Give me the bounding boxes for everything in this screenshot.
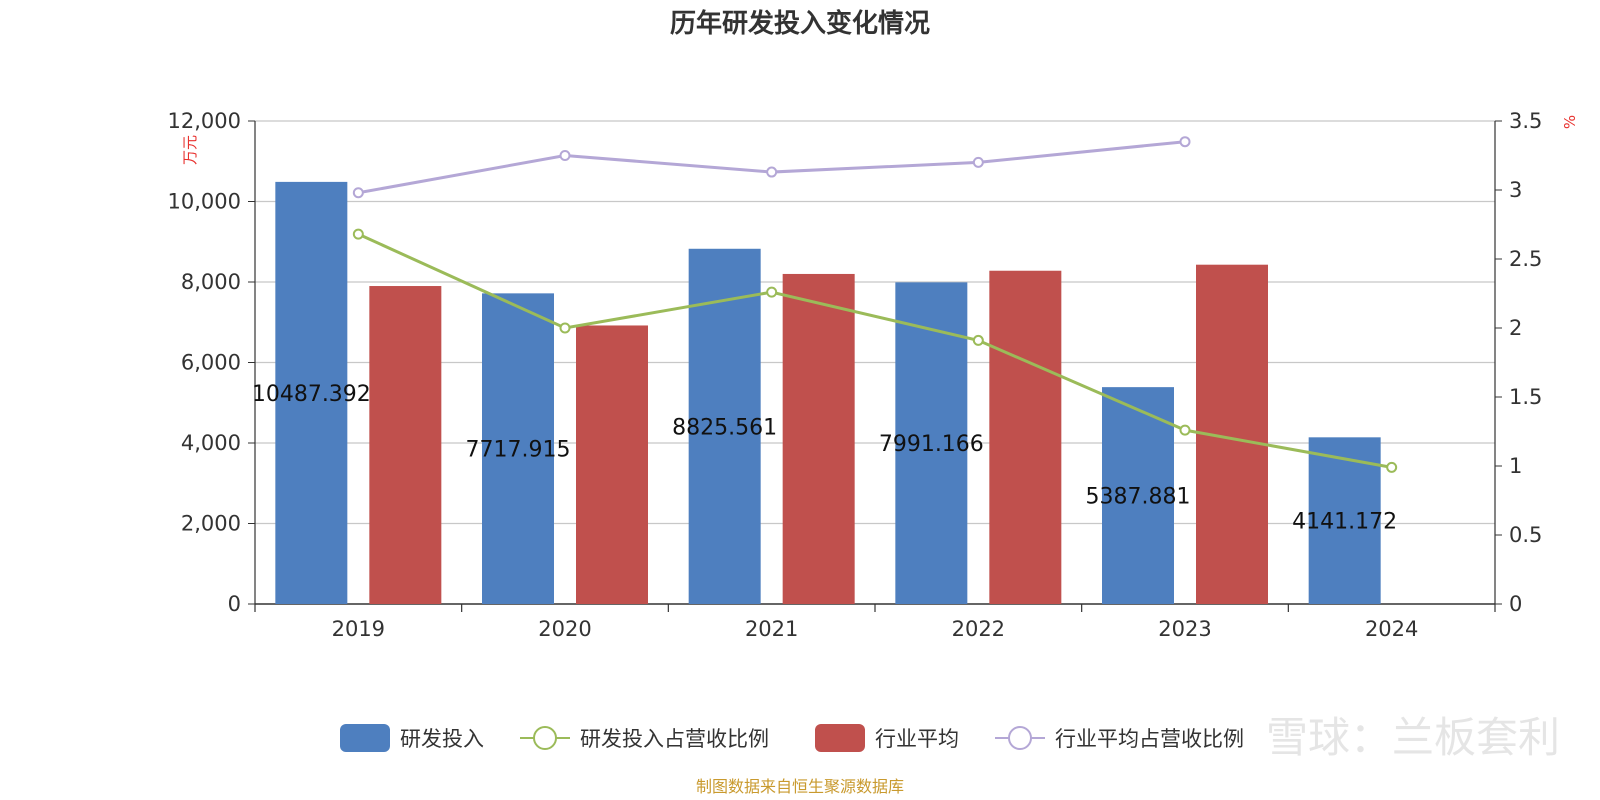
bar-研发投入-2019	[275, 181, 348, 604]
legend-marker-行业平均占营收比例	[1008, 726, 1032, 750]
bar-行业平均-2020	[576, 325, 648, 604]
y-left-tick-label: 6,000	[181, 351, 241, 375]
y-left-tick-label: 0	[228, 592, 241, 616]
x-tick-label: 2022	[952, 617, 1005, 641]
bar-行业平均-2021	[782, 273, 855, 604]
point-行业平均占营收比例-2019	[352, 187, 364, 199]
y-right-tick-label: 0	[1509, 592, 1522, 616]
watermark-text: 雪球：兰板套利	[1266, 713, 1560, 762]
line-研发投入占营收比例	[357, 232, 1392, 469]
data-label-2022: 7991.166	[879, 432, 984, 457]
legend-label-行业平均: 行业平均	[875, 727, 959, 751]
bar-行业平均-2022	[989, 270, 1062, 604]
y-left-tick-label: 2,000	[181, 512, 241, 536]
legend-label-研发投入占营收比例: 研发投入占营收比例	[580, 727, 769, 751]
x-axis-ticks: 2019 2020 2021 2022 2023 2024	[254, 604, 1496, 641]
y-left-tick-label: 8,000	[181, 270, 241, 294]
y-right-tick-label: 1	[1509, 454, 1522, 478]
source-note: 制图数据来自恒生聚源数据库	[696, 777, 904, 796]
bar-研发投入-2023	[1102, 387, 1174, 604]
point-研发投入占营收比例-2024	[1386, 461, 1398, 473]
point-研发投入占营收比例-2022	[972, 334, 984, 346]
chart-title: 历年研发投入变化情况	[670, 8, 930, 39]
y-left-tick-label: 4,000	[181, 431, 241, 455]
y-right-tick-label: 2	[1509, 316, 1522, 340]
data-labels: 10487.392 7717.915 8825.561 7991.166 5387.88…	[252, 382, 1397, 535]
x-tick-label: 2023	[1158, 617, 1211, 641]
y-left-unit: 万元	[181, 135, 199, 165]
point-行业平均占营收比例-2023	[1179, 136, 1191, 148]
y-right-tick-label: 0.5	[1509, 523, 1542, 547]
point-研发投入占营收比例-2019	[352, 228, 364, 240]
bar-研发投入-2024	[1308, 437, 1381, 604]
data-label-2020: 7717.915	[466, 438, 571, 463]
point-研发投入占营收比例-2021	[766, 286, 778, 298]
line-series	[352, 136, 1398, 473]
legend: 研发投入 研发投入占营收比例 行业平均 行业平均占营收比例	[340, 724, 1244, 752]
legend-swatch-研发投入	[340, 724, 390, 752]
point-行业平均占营收比例-2021	[766, 166, 778, 178]
y-right-tick-label: 3.5	[1509, 109, 1542, 133]
y-right-unit: %	[1561, 115, 1579, 129]
bar-研发投入-2020	[482, 293, 554, 604]
x-tick-label: 2019	[332, 617, 385, 641]
point-研发投入占营收比例-2023	[1179, 424, 1191, 436]
x-tick-label: 2021	[745, 617, 798, 641]
legend-label-研发投入: 研发投入	[400, 727, 484, 751]
x-tick-label: 2020	[538, 617, 591, 641]
bar-行业平均-2019	[369, 286, 442, 604]
data-label-2024: 4141.172	[1292, 510, 1397, 535]
bar-研发投入-2021	[688, 248, 761, 604]
y-left-tick-label: 10,000	[168, 190, 241, 214]
point-行业平均占营收比例-2022	[972, 156, 984, 168]
point-行业平均占营收比例-2020	[559, 150, 571, 161]
legend-marker-研发投入占营收比例	[533, 726, 557, 750]
y-left-ticks: 0 2,000 4,000 6,000 8,000 10,000 12,000	[168, 109, 255, 616]
y-right-tick-label: 3	[1509, 178, 1522, 202]
legend-label-行业平均占营收比例: 行业平均占营收比例	[1055, 727, 1244, 751]
y-right-tick-label: 1.5	[1509, 385, 1542, 409]
point-研发投入占营收比例-2020	[559, 322, 571, 334]
x-tick-label: 2024	[1365, 617, 1418, 641]
data-label-2023: 5387.881	[1086, 485, 1191, 510]
y-right-ticks: 0 0.5 1 1.5 2 2.5 3 3.5	[1495, 109, 1542, 616]
data-label-2019: 10487.392	[252, 382, 371, 407]
y-left-tick-label: 12,000	[168, 109, 241, 133]
bar-series	[275, 181, 1381, 604]
data-label-2021: 8825.561	[672, 415, 777, 440]
legend-swatch-行业平均	[815, 724, 865, 752]
y-right-tick-label: 2.5	[1509, 247, 1542, 271]
